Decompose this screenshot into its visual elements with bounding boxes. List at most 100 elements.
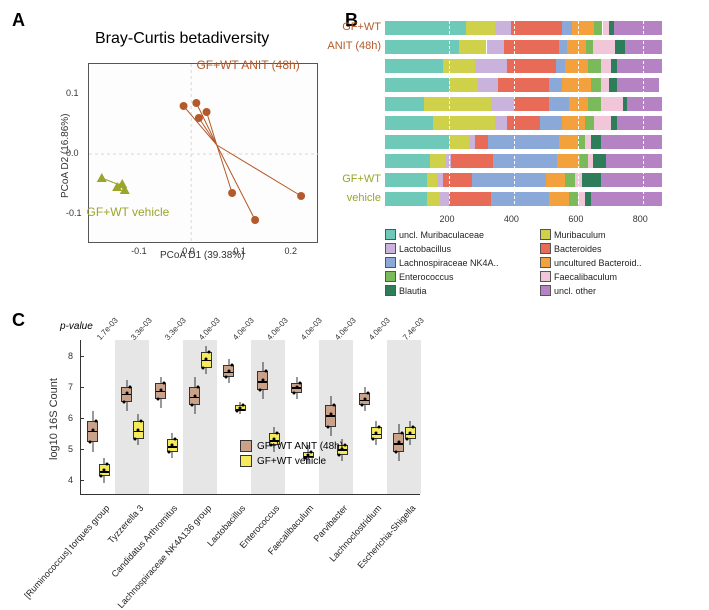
panel-c-xlab: [Ruminococcus] torques group	[22, 503, 111, 600]
panel-c-pvalue: 4.0e-03	[367, 316, 392, 342]
panel-c-pvalue: 4.0e-03	[333, 316, 358, 342]
panel-b-row	[385, 135, 675, 149]
legend-swatch	[240, 440, 252, 452]
panel-c-label: C	[12, 310, 25, 331]
panel-b-seg	[385, 154, 430, 168]
panel-b-gridline	[449, 21, 450, 209]
panel-b-seg	[385, 59, 443, 73]
panel-b-seg	[617, 59, 662, 73]
panel-c-pvalue: 3.3e-03	[129, 316, 154, 342]
legend-label: Lactobacillus	[399, 244, 451, 254]
panel-b-seg	[549, 78, 562, 92]
panel-b-seg	[449, 135, 468, 149]
panel-b-seg	[549, 97, 568, 111]
panel-a-annot: GF+WT ANIT (48h)	[196, 58, 299, 72]
panel-b-seg	[514, 97, 549, 111]
legend-label: Lachnospiraceae NK4A..	[399, 258, 499, 268]
panel-b-seg	[385, 97, 424, 111]
panel-b-seg	[449, 78, 478, 92]
panel-a-xtick: 0.0	[182, 246, 195, 256]
panel-b-seg	[488, 135, 559, 149]
panel-b-seg	[593, 154, 606, 168]
panel-b-legend-item: Blautia	[385, 285, 427, 296]
panel-c-col	[285, 340, 319, 494]
panel-b-seg	[594, 116, 610, 130]
panel-b-xtick: 600	[568, 214, 583, 224]
panel-a-scatter: Bray-Curtis betadiversity PCoA D1 (39.38…	[40, 18, 330, 268]
panel-b-seg	[466, 21, 495, 35]
panel-c-col	[149, 340, 183, 494]
panel-b-row-label: vehicle	[311, 192, 381, 204]
panel-c-xlab: Escherichia-Shigella	[355, 503, 417, 570]
panel-c-ytick: 8	[68, 351, 73, 361]
panel-c-pvalue: 4.0e-03	[299, 316, 324, 342]
panel-c-pvalue: 1.7e-03	[95, 316, 120, 342]
panel-c-legend-item: GF+WT ANIT (48h)	[240, 440, 343, 452]
panel-b-xtick: 800	[633, 214, 648, 224]
panel-b-legend-item: Lactobacillus	[385, 243, 451, 254]
panel-a-xtick: 0.1	[233, 246, 246, 256]
panel-b-seg	[451, 154, 493, 168]
panel-b-seg	[562, 78, 591, 92]
panel-b-legend-item: Bacteroides	[540, 243, 602, 254]
panel-b-seg	[385, 173, 427, 187]
panel-b-legend-item: Lachnospiraceae NK4A..	[385, 257, 499, 268]
panel-b-legend-item: Muribaculum	[540, 229, 606, 240]
panel-b-seg	[601, 97, 624, 111]
panel-b-seg	[591, 78, 601, 92]
panel-c-pvalue: 3.3e-03	[163, 316, 188, 342]
panel-b-row-label: ANIT (48h)	[311, 40, 381, 52]
panel-b-seg	[385, 192, 427, 206]
panel-b-legend-item: uncultured Bacteroid..	[540, 257, 642, 268]
panel-b-seg	[601, 173, 662, 187]
panel-b-seg	[585, 116, 595, 130]
legend-label: GF+WT ANIT (48h)	[257, 441, 343, 452]
panel-b-seg	[487, 40, 505, 54]
panel-b-seg	[562, 116, 585, 130]
panel-b-seg	[449, 192, 491, 206]
panel-b-seg	[433, 116, 494, 130]
panel-b-seg	[559, 40, 567, 54]
panel-b-seg	[427, 173, 437, 187]
panel-b-row	[385, 59, 675, 73]
legend-label: uncl. other	[554, 286, 596, 296]
panel-b-seg	[588, 59, 601, 73]
panel-a-ytick: 0.0	[66, 148, 79, 158]
panel-b-seg	[617, 116, 662, 130]
panel-c-plot-area	[80, 340, 420, 495]
panel-b-seg	[549, 192, 568, 206]
panel-b-seg	[440, 192, 450, 206]
legend-swatch	[540, 257, 551, 268]
panel-b-row	[385, 173, 675, 187]
panel-b-seg	[459, 40, 486, 54]
panel-b-stacked: 200400600800GF+WTANIT (48h)GF+WTvehicleu…	[360, 5, 705, 305]
panel-b-seg	[475, 59, 507, 73]
panel-b-seg	[443, 59, 475, 73]
legend-label: Bacteroides	[554, 244, 602, 254]
legend-label: Faecalibaculum	[554, 272, 617, 282]
panel-b-seg	[511, 21, 563, 35]
panel-c-pvalue: 4.0e-03	[231, 316, 256, 342]
panel-b-seg	[614, 21, 662, 35]
legend-swatch	[240, 455, 252, 467]
panel-b-legend-item: Enterococcus	[385, 271, 454, 282]
panel-a-xtick: -0.1	[131, 246, 147, 256]
panel-b-seg	[507, 116, 539, 130]
panel-a-annot: GF+WT vehicle	[87, 205, 170, 219]
legend-swatch	[385, 285, 396, 296]
panel-b-row	[385, 154, 675, 168]
panel-c-col	[115, 340, 149, 494]
legend-swatch	[540, 285, 551, 296]
panel-c-xlab: Candidatus Arthromitus	[109, 503, 179, 579]
legend-label: Muribaculum	[554, 230, 606, 240]
panel-c-ytick: 5	[68, 444, 73, 454]
panel-b-seg	[385, 135, 449, 149]
panel-b-seg	[627, 97, 662, 111]
panel-c-pvalue: 7.4e-03	[401, 316, 426, 342]
panel-b-seg	[591, 135, 601, 149]
panel-b-seg	[495, 21, 511, 35]
panel-b-seg	[594, 21, 602, 35]
panel-b-seg	[424, 97, 492, 111]
panel-b-seg	[565, 173, 575, 187]
panel-a-ytick: -0.1	[66, 208, 82, 218]
